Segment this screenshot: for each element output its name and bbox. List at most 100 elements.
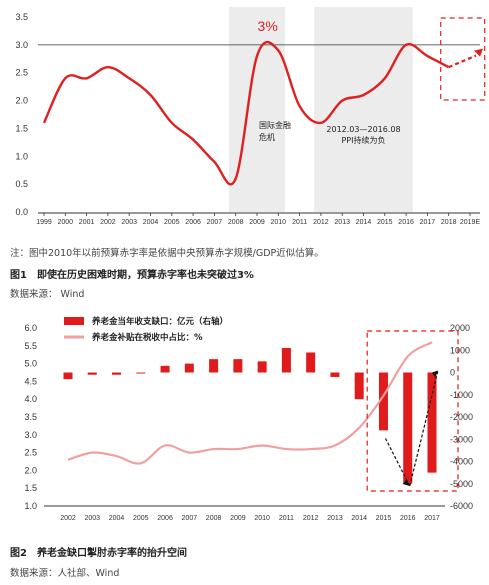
x-tick-label: 2016 xyxy=(398,219,414,226)
y-tick-label: 2.0 xyxy=(15,96,28,106)
y-right-tick-label: 1000 xyxy=(450,345,470,355)
y-left-tick-label: 5.0 xyxy=(24,359,37,369)
bar xyxy=(281,348,291,373)
arrow-up-head xyxy=(432,370,438,378)
x-tick-label: 2019E xyxy=(460,219,481,226)
y-right-tick-label: -2000 xyxy=(450,412,473,422)
x-tick-label: 2012 xyxy=(303,515,319,522)
bar xyxy=(184,363,194,373)
shaded-label-1a: 国际金融 xyxy=(259,120,291,130)
x-tick-label: 2014 xyxy=(351,515,367,522)
bar xyxy=(87,372,97,375)
x-tick-label: 2008 xyxy=(228,219,244,226)
y-left-tick-label: 5.5 xyxy=(24,341,37,351)
y-tick-label: 0.5 xyxy=(15,179,28,189)
chart2-caption: 图2 养老金缺口掣肘赤字率的抬升空间 xyxy=(10,546,187,559)
x-tick-label: 2018 xyxy=(441,219,457,226)
bar xyxy=(330,372,340,377)
y-right-tick-label: -5000 xyxy=(450,479,473,489)
y-left-tick-label: 4.0 xyxy=(24,394,37,404)
x-tick-label: 2006 xyxy=(185,219,201,226)
bar xyxy=(257,361,267,373)
bar xyxy=(427,372,437,473)
y-left-tick-label: 1.5 xyxy=(24,483,37,493)
x-tick-label: 2015 xyxy=(377,219,393,226)
y-left-tick-label: 3.5 xyxy=(24,412,37,422)
x-tick-label: 1999 xyxy=(36,219,52,226)
bar xyxy=(306,352,316,373)
x-tick-label: 2013 xyxy=(334,219,350,226)
chart1-source: 数据来源： Wind xyxy=(10,288,84,300)
y-left-tick-label: 6.0 xyxy=(24,323,37,333)
shaded-label-2a: 2012.03—2016.08 xyxy=(326,125,400,134)
arrow-down-head xyxy=(402,478,410,486)
reference-line-label: 3% xyxy=(258,18,278,34)
bar xyxy=(112,372,122,375)
x-tick-label: 2016 xyxy=(400,515,416,522)
series-line xyxy=(67,341,433,465)
highlight-box xyxy=(366,330,459,492)
x-tick-label: 2002 xyxy=(60,515,76,522)
x-tick-label: 2010 xyxy=(254,515,270,522)
x-tick-label: 2012 xyxy=(313,219,329,226)
y-tick-label: 1.0 xyxy=(15,151,28,161)
x-tick-label: 2017 xyxy=(424,515,440,522)
bar xyxy=(354,372,364,400)
highlight-box xyxy=(440,17,486,101)
x-tick-label: 2005 xyxy=(133,515,149,522)
arrow-down-line xyxy=(384,438,411,487)
y-tick-label: 2.5 xyxy=(15,68,28,78)
projection-line xyxy=(448,54,477,69)
y-tick-label: 1.5 xyxy=(15,123,28,133)
x-tick-label: 2004 xyxy=(109,515,125,522)
bar xyxy=(233,359,243,373)
x-tick-label: 2006 xyxy=(157,515,173,522)
y-right-tick-label: -6000 xyxy=(450,501,473,511)
y-right-tick-label: 2000 xyxy=(450,323,470,333)
bar xyxy=(378,372,388,431)
y-left-tick-label: 3.0 xyxy=(24,430,37,440)
chart1-caption: 图1 即使在历史困难时期，预算赤字率也未突破过3% xyxy=(10,268,254,281)
x-tick-label: 2005 xyxy=(164,219,180,226)
y-right-tick-label: -1000 xyxy=(450,390,473,400)
y-right-tick-label: -3000 xyxy=(450,434,473,444)
bar xyxy=(136,372,146,374)
x-tick-label: 2009 xyxy=(249,219,265,226)
x-tick-label: 2010 xyxy=(271,219,287,226)
x-tick-label: 2004 xyxy=(143,219,159,226)
y-left-tick-label: 2.5 xyxy=(24,448,37,458)
y-left-tick-label: 2.0 xyxy=(24,465,37,475)
x-tick-label: 2013 xyxy=(327,515,343,522)
chart1-note: 注：图中2010年以前预算赤字率是依据中央预算赤字规模/GDP近似估算。 xyxy=(10,247,324,259)
series-line xyxy=(42,40,450,186)
x-tick-label: 2007 xyxy=(207,219,223,226)
y-right-tick-label: -4000 xyxy=(450,457,473,467)
x-tick-label: 2003 xyxy=(84,515,100,522)
x-tick-label: 2011 xyxy=(279,515,294,522)
x-tick-label: 2001 xyxy=(79,219,95,226)
x-tick-label: 2007 xyxy=(182,515,198,522)
bar xyxy=(209,359,219,373)
shaded-label-1b: 危机 xyxy=(259,132,275,142)
bar xyxy=(63,372,73,380)
chart2-source: 数据来源：人社部、Wind xyxy=(10,567,119,579)
x-tick-label: 2017 xyxy=(420,219,436,226)
y-left-tick-label: 1.0 xyxy=(24,501,37,511)
x-tick-label: 2008 xyxy=(206,515,222,522)
x-tick-label: 2002 xyxy=(100,219,116,226)
shaded-period xyxy=(229,7,285,212)
shaded-period xyxy=(314,7,413,212)
projection-arrow xyxy=(474,48,483,57)
y-right-tick-label: 0 xyxy=(450,368,455,378)
x-tick-label: 2003 xyxy=(121,219,137,226)
x-tick-label: 2014 xyxy=(356,219,372,226)
legend-label-bar: 养老金当年收支缺口：亿元（右轴） xyxy=(91,316,228,327)
x-tick-label: 2009 xyxy=(230,515,246,522)
y-left-tick-label: 4.5 xyxy=(24,376,37,386)
legend-label-line: 养老金补贴在税收中占比：% xyxy=(91,332,203,343)
shaded-label-2b: PPI持续为负 xyxy=(341,135,385,145)
bar xyxy=(160,365,170,373)
y-tick-label: 0.0 xyxy=(15,207,28,217)
y-tick-label: 3.5 xyxy=(15,12,28,22)
